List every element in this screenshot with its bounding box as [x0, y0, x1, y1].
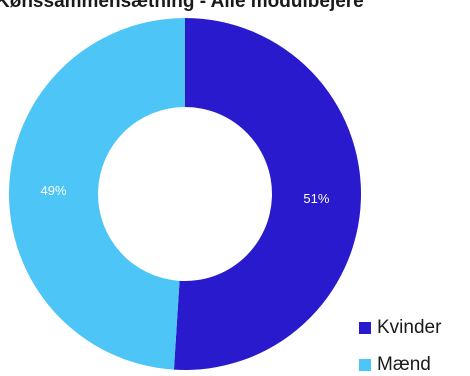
- legend-item-maend[interactable]: Mænd: [359, 346, 441, 376]
- donut-slice-maend[interactable]: [8, 18, 185, 370]
- legend: Kvinder Mænd: [359, 309, 441, 376]
- donut-slice-kvinder[interactable]: [173, 18, 361, 370]
- legend-swatch-kvinder: [359, 321, 371, 334]
- legend-item-kvinder[interactable]: Kvinder: [359, 309, 441, 346]
- legend-swatch-maend: [359, 358, 371, 371]
- chart-title: Kønssammensætning - Alle modulbejere: [0, 0, 364, 12]
- data-label-maend: 49%: [41, 183, 67, 198]
- data-label-kvinder: 51%: [303, 191, 329, 206]
- legend-label-maend: Mænd: [377, 353, 431, 375]
- legend-label-kvinder: Kvinder: [377, 316, 442, 338]
